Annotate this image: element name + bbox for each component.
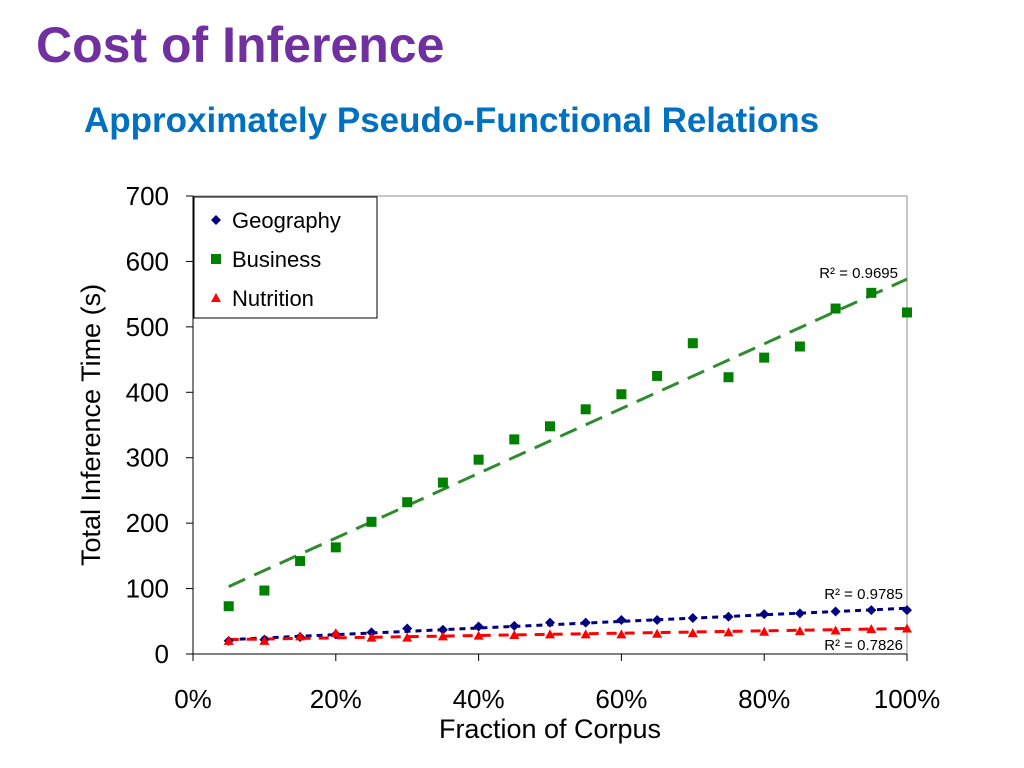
slide-subtitle: Approximately Pseudo-Functional Relation…	[84, 101, 820, 140]
x-axis-label: Fraction of Corpus	[439, 714, 661, 744]
point-business	[652, 370, 663, 381]
point-business	[723, 372, 734, 383]
r2-labels: R² = 0.9785 R² = 0.9695 R² = 0.7826	[819, 265, 903, 654]
point-nutrition	[902, 623, 912, 633]
point-nutrition	[473, 630, 484, 640]
point-nutrition	[402, 632, 413, 642]
point-business	[902, 307, 912, 318]
point-nutrition	[223, 635, 234, 645]
point-business	[509, 434, 520, 445]
point-nutrition	[580, 629, 591, 639]
point-geography	[902, 605, 912, 616]
point-geography	[473, 621, 484, 632]
point-geography	[437, 624, 448, 635]
legend-box	[193, 196, 378, 319]
point-geography	[687, 613, 698, 624]
legend-marker-nutrition	[211, 293, 221, 302]
point-geography	[794, 608, 805, 619]
point-geography	[580, 617, 591, 628]
point-geography	[652, 614, 663, 625]
point-nutrition	[509, 630, 520, 640]
legend: Geography Business Nutrition	[193, 196, 378, 319]
point-business	[295, 556, 306, 567]
legend-marker-business	[211, 254, 221, 264]
point-nutrition	[616, 629, 627, 639]
trendline-geography	[228, 606, 908, 642]
point-nutrition	[830, 625, 841, 635]
y-axis-label: Total Inference Time (s)	[76, 284, 106, 566]
point-geography	[830, 606, 841, 617]
point-business	[473, 454, 484, 465]
y-tick-label: 400	[126, 377, 169, 407]
point-business	[616, 389, 627, 400]
point-geography	[723, 611, 734, 622]
legend-label-nutrition: Nutrition	[232, 286, 314, 311]
trendline-nutrition	[228, 626, 908, 642]
point-nutrition	[652, 628, 663, 638]
point-nutrition	[259, 635, 270, 645]
point-nutrition	[437, 631, 448, 641]
r2-label-nutrition: R² = 0.7826	[824, 637, 903, 654]
point-nutrition	[330, 628, 341, 638]
legend-label-geography: Geography	[232, 208, 341, 233]
x-tick-label: 40%	[453, 684, 505, 714]
point-business	[687, 338, 698, 349]
point-nutrition	[545, 629, 555, 639]
y-tick-label: 700	[126, 181, 169, 211]
point-business	[545, 421, 555, 432]
legend-label-business: Business	[232, 247, 321, 272]
point-geography	[366, 627, 377, 638]
y-tick-label: 500	[126, 312, 169, 342]
point-geography	[616, 614, 627, 625]
point-geography	[759, 609, 770, 620]
x-axis-ticks: 0% 20% 40% 60% 80% 100%	[174, 654, 940, 714]
x-tick-label: 0%	[174, 684, 212, 714]
y-tick-label: 100	[126, 574, 169, 604]
point-nutrition	[866, 624, 877, 634]
point-business	[402, 497, 413, 508]
x-tick-label: 80%	[738, 684, 790, 714]
point-business	[866, 287, 877, 298]
point-business	[437, 477, 448, 488]
data-points	[223, 287, 912, 646]
trendlines	[228, 277, 908, 642]
point-business	[830, 303, 841, 314]
r2-label-geography: R² = 0.9785	[824, 586, 903, 603]
y-tick-label: 0	[155, 639, 169, 669]
point-business	[759, 352, 770, 363]
point-business	[330, 542, 341, 553]
y-tick-label: 600	[126, 246, 169, 276]
point-geography	[545, 617, 555, 628]
point-geography	[866, 605, 877, 616]
y-tick-label: 300	[126, 443, 169, 473]
y-axis-ticks: 0 100 200 300 400 500 600 700	[126, 181, 193, 669]
point-business	[259, 585, 270, 596]
r2-label-business: R² = 0.9695	[819, 265, 898, 282]
y-tick-label: 200	[126, 508, 169, 538]
legend-marker-geography	[211, 215, 221, 225]
point-geography	[509, 620, 520, 631]
point-geography	[402, 623, 413, 634]
point-nutrition	[295, 631, 306, 641]
trendline-business	[228, 277, 908, 588]
point-nutrition	[759, 626, 770, 636]
point-business	[794, 341, 805, 352]
point-business	[223, 601, 234, 612]
point-nutrition	[366, 632, 377, 642]
x-tick-label: 100%	[874, 684, 941, 714]
point-nutrition	[723, 627, 734, 637]
point-business	[366, 516, 377, 527]
point-nutrition	[687, 628, 698, 638]
x-tick-label: 60%	[595, 684, 647, 714]
slide-title: Cost of Inference	[36, 17, 445, 73]
point-nutrition	[794, 626, 805, 636]
x-tick-label: 20%	[310, 684, 362, 714]
point-business	[580, 404, 591, 415]
